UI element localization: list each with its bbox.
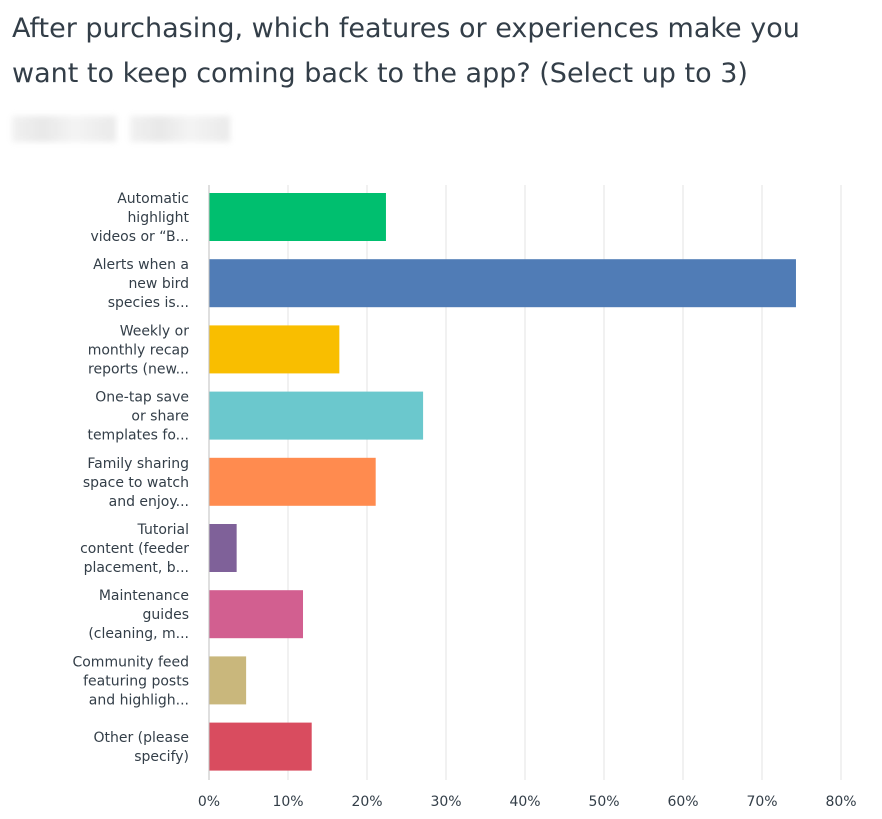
category-label: Community feed featuring posts and highlig… <box>72 654 189 708</box>
bar[interactable] <box>209 325 340 374</box>
category-label: Family sharing space to watch and enjoy... <box>83 456 189 510</box>
chart-category-labels: Automatic highlight videos or “B... Alerts … <box>72 191 189 765</box>
bar[interactable] <box>209 722 312 771</box>
category-label-line: Family sharing <box>87 456 189 472</box>
category-label: One-tap save or share templates fo... <box>87 390 189 444</box>
category-label-line: guides <box>143 607 189 623</box>
x-tick-label: 20% <box>351 794 382 810</box>
bar[interactable] <box>209 259 796 308</box>
category-label-line: content (feeder <box>80 541 189 557</box>
x-tick-label: 60% <box>667 794 698 810</box>
x-tick-label: 70% <box>746 794 777 810</box>
question-title-line1: After purchasing, which features or expe… <box>12 13 800 44</box>
bar[interactable] <box>209 656 247 705</box>
blurred-response-count <box>12 116 116 142</box>
category-label-line: (cleaning, m... <box>88 626 189 642</box>
chart-bars <box>209 193 796 771</box>
category-label-line: space to watch <box>83 475 189 491</box>
category-label-line: Alerts when a <box>93 257 189 273</box>
category-label-line: Automatic <box>117 191 189 207</box>
category-label-line: species is... <box>108 295 189 311</box>
category-label-line: and enjoy... <box>109 494 189 510</box>
category-label-line: Maintenance <box>99 588 189 604</box>
category-label-line: monthly recap <box>88 342 189 358</box>
category-label-line: featuring posts <box>83 673 189 689</box>
category-label-line: videos or “B... <box>90 229 189 245</box>
category-label-line: highlight <box>127 210 189 226</box>
bar[interactable] <box>209 391 424 440</box>
category-label: Tutorial content (feeder placement, b... <box>80 522 189 576</box>
category-label-line: or share <box>131 409 189 425</box>
category-label-line: new bird <box>128 276 189 292</box>
bar[interactable] <box>209 193 386 241</box>
category-label: Other (please specify) <box>93 730 189 765</box>
category-label-line: Weekly or <box>120 323 190 339</box>
category-label-line: Community feed <box>72 654 189 670</box>
bar[interactable] <box>209 590 304 639</box>
category-label-line: placement, b... <box>84 560 189 576</box>
category-label: Automatic highlight videos or “B... <box>90 191 189 245</box>
category-label-line: and highligh... <box>89 692 189 708</box>
bar[interactable] <box>209 524 237 572</box>
category-label: Alerts when a new bird species is... <box>93 257 189 311</box>
category-label-line: templates fo... <box>87 428 189 444</box>
category-label: Weekly or monthly recap reports (new... <box>88 323 190 377</box>
category-label-line: Other (please <box>93 730 189 746</box>
category-label: Maintenance guides (cleaning, m... <box>88 588 189 642</box>
x-tick-label: 10% <box>272 794 303 810</box>
category-label-line: One-tap save <box>95 390 189 406</box>
x-tick-label: 30% <box>430 794 461 810</box>
category-label-line: specify) <box>134 749 189 765</box>
bar[interactable] <box>209 457 376 506</box>
x-tick-label: 40% <box>509 794 540 810</box>
chart-x-tick-labels: 0% 10% 20% 30% 40% 50% 60% 70% 80% <box>198 794 857 810</box>
question-title: After purchasing, which features or expe… <box>12 6 872 96</box>
category-label-line: reports (new... <box>88 361 189 377</box>
x-tick-label: 50% <box>588 794 619 810</box>
x-tick-label: 0% <box>198 794 220 810</box>
blurred-skipped-count <box>130 116 230 142</box>
question-title-line2: want to keep coming back to the app? (Se… <box>12 58 748 89</box>
x-tick-label: 80% <box>825 794 856 810</box>
category-label-line: Tutorial <box>137 522 189 538</box>
